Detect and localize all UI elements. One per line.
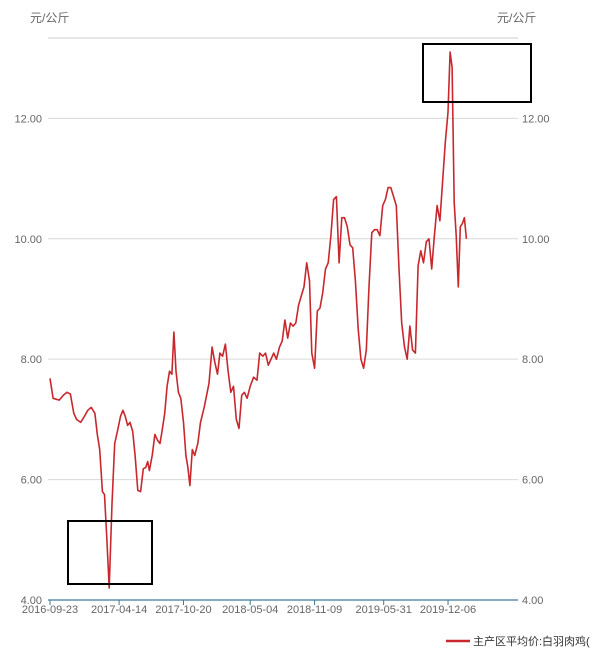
y-tick-label-right: 8.00 — [522, 354, 543, 366]
annotation-box-low — [67, 520, 153, 585]
x-axis: 2016-09-23 2017-04-14 2017-10-20 2018-05-04… — [22, 600, 476, 616]
x-tick-label: 2018-05-04 — [222, 604, 278, 616]
annotation-box-high — [422, 43, 532, 103]
legend[interactable]: 主产区平均价:白羽肉鸡( — [446, 634, 590, 648]
y-tick-label-left: 8.00 — [21, 354, 42, 366]
y-tick-label-right: 4.00 — [522, 595, 543, 607]
y-tick-label-right: 12.00 — [522, 113, 550, 125]
x-tick-label: 2017-04-14 — [91, 604, 147, 616]
x-tick-label: 2018-11-09 — [287, 604, 342, 616]
x-tick-label: 2016-09-23 — [22, 604, 78, 616]
x-tick-label: 2017-10-20 — [155, 604, 211, 616]
right-y-axis: 4.00 6.00 8.00 10.00 12.00 — [522, 113, 550, 607]
left-axis-unit: 元/公斤 — [30, 11, 69, 25]
plot-area — [49, 51, 468, 589]
y-tick-label-left: 10.00 — [14, 234, 42, 246]
series-line — [49, 51, 468, 589]
x-tick-label: 2019-05-31 — [356, 604, 412, 616]
legend-label: 主产区平均价:白羽肉鸡( — [473, 634, 590, 648]
x-tick-label: 2019-12-06 — [420, 604, 476, 616]
y-tick-label-left: 12.00 — [14, 113, 42, 125]
y-tick-label-right: 10.00 — [522, 234, 550, 246]
y-tick-label-left: 6.00 — [21, 475, 42, 487]
right-axis-unit: 元/公斤 — [497, 11, 536, 25]
left-y-axis: 4.00 6.00 8.00 10.00 12.00 — [14, 113, 42, 607]
y-tick-label-right: 6.00 — [522, 475, 543, 487]
y-tick-label-left: 4.00 — [21, 595, 42, 607]
